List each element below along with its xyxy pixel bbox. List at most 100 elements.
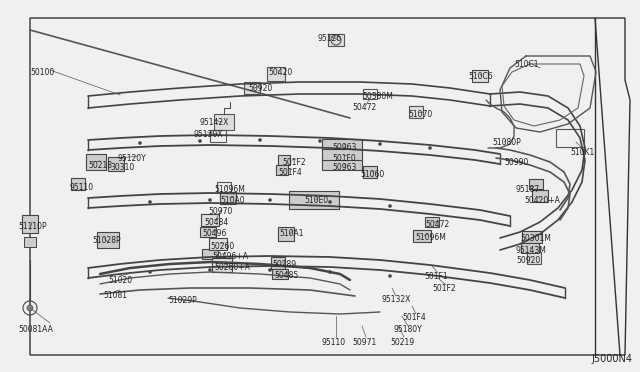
Text: 51096M: 51096M <box>214 185 245 194</box>
Text: J5000N4: J5000N4 <box>591 354 632 364</box>
Text: 51028P: 51028P <box>92 236 120 245</box>
Text: 95142X: 95142X <box>200 118 229 127</box>
Bar <box>24 237 36 247</box>
Text: 95126: 95126 <box>318 34 342 43</box>
Bar <box>363 89 377 99</box>
Bar <box>278 155 290 165</box>
Text: 95110: 95110 <box>70 183 94 192</box>
Text: 51020: 51020 <box>108 276 132 285</box>
Circle shape <box>208 198 212 202</box>
Text: 50260+A: 50260+A <box>214 263 250 272</box>
Text: 51081: 51081 <box>103 291 127 300</box>
Bar <box>409 106 423 118</box>
Bar <box>276 165 288 175</box>
Bar <box>322 160 362 170</box>
Circle shape <box>318 139 322 143</box>
Text: 50100: 50100 <box>30 68 54 77</box>
Circle shape <box>328 200 332 204</box>
Text: 50990: 50990 <box>504 158 529 167</box>
Bar <box>278 227 294 241</box>
Text: 51029P: 51029P <box>168 296 196 305</box>
Text: 30310: 30310 <box>110 163 134 172</box>
Text: 501F2: 501F2 <box>432 284 456 293</box>
Text: 501F4: 501F4 <box>402 313 426 322</box>
Text: 501F1: 501F1 <box>424 272 447 281</box>
Bar <box>271 257 285 269</box>
Text: 510A1: 510A1 <box>279 229 303 238</box>
Circle shape <box>258 138 262 142</box>
Bar <box>328 34 344 46</box>
Text: 50420: 50420 <box>268 68 292 77</box>
Text: 95143M: 95143M <box>516 246 547 255</box>
Circle shape <box>138 141 142 145</box>
Circle shape <box>268 268 272 272</box>
Bar <box>201 214 219 226</box>
Text: 95120Y: 95120Y <box>117 154 146 163</box>
Bar <box>472 70 488 82</box>
Text: 50219: 50219 <box>390 338 414 347</box>
Text: 51110P: 51110P <box>18 222 47 231</box>
Text: 510C1: 510C1 <box>514 60 538 69</box>
Bar <box>108 157 124 171</box>
Text: 510A0: 510A0 <box>220 196 244 205</box>
Text: 50301M: 50301M <box>520 234 551 243</box>
Text: 501F4: 501F4 <box>278 168 301 177</box>
Text: 50081AA: 50081AA <box>18 325 53 334</box>
Bar <box>97 232 119 248</box>
Bar <box>210 130 226 142</box>
Text: 95130X: 95130X <box>193 130 223 139</box>
Bar <box>209 238 227 250</box>
Text: 50920: 50920 <box>516 256 540 265</box>
Text: 510K1: 510K1 <box>570 148 595 157</box>
Circle shape <box>328 270 332 274</box>
Text: 50472: 50472 <box>352 103 376 112</box>
Bar <box>71 178 85 190</box>
Text: 51080P: 51080P <box>492 138 521 147</box>
Bar <box>529 179 543 189</box>
Circle shape <box>198 139 202 143</box>
Bar <box>289 191 339 209</box>
Text: 95132X: 95132X <box>382 295 412 304</box>
Text: 50970: 50970 <box>208 207 232 216</box>
Text: 50289: 50289 <box>272 260 296 269</box>
Bar <box>556 129 584 147</box>
Circle shape <box>268 198 272 202</box>
Bar <box>217 182 231 192</box>
Text: 510C6: 510C6 <box>468 72 493 81</box>
Circle shape <box>208 268 212 272</box>
Bar <box>363 166 377 178</box>
Bar <box>413 230 431 242</box>
Text: 501F0: 501F0 <box>332 154 356 163</box>
Text: 510E0: 510E0 <box>304 196 328 205</box>
Bar <box>527 252 541 264</box>
Bar <box>272 269 288 279</box>
Bar <box>212 258 232 272</box>
Bar <box>322 139 362 151</box>
Text: 50420+A: 50420+A <box>524 196 560 205</box>
Bar <box>522 231 542 243</box>
Bar <box>267 67 285 81</box>
Text: 95187: 95187 <box>516 185 540 194</box>
Bar <box>244 82 260 94</box>
Text: 95180Y: 95180Y <box>394 325 423 334</box>
Circle shape <box>428 146 432 150</box>
Circle shape <box>388 274 392 278</box>
Circle shape <box>378 142 382 146</box>
Text: 50484: 50484 <box>204 218 228 227</box>
Text: 50971: 50971 <box>352 338 376 347</box>
Text: 51070: 51070 <box>408 110 432 119</box>
Bar <box>214 114 234 130</box>
Bar <box>521 243 539 253</box>
Bar <box>200 227 216 237</box>
Text: 50920: 50920 <box>248 84 272 93</box>
Text: 50963: 50963 <box>332 143 356 152</box>
Text: 50963: 50963 <box>332 163 356 172</box>
Bar <box>220 192 236 204</box>
Bar <box>22 215 38 233</box>
Text: 50472: 50472 <box>425 220 449 229</box>
Bar <box>86 154 106 170</box>
Circle shape <box>27 305 33 311</box>
Text: 501F2: 501F2 <box>282 158 306 167</box>
Bar <box>425 217 439 227</box>
Text: 50496: 50496 <box>202 229 227 238</box>
